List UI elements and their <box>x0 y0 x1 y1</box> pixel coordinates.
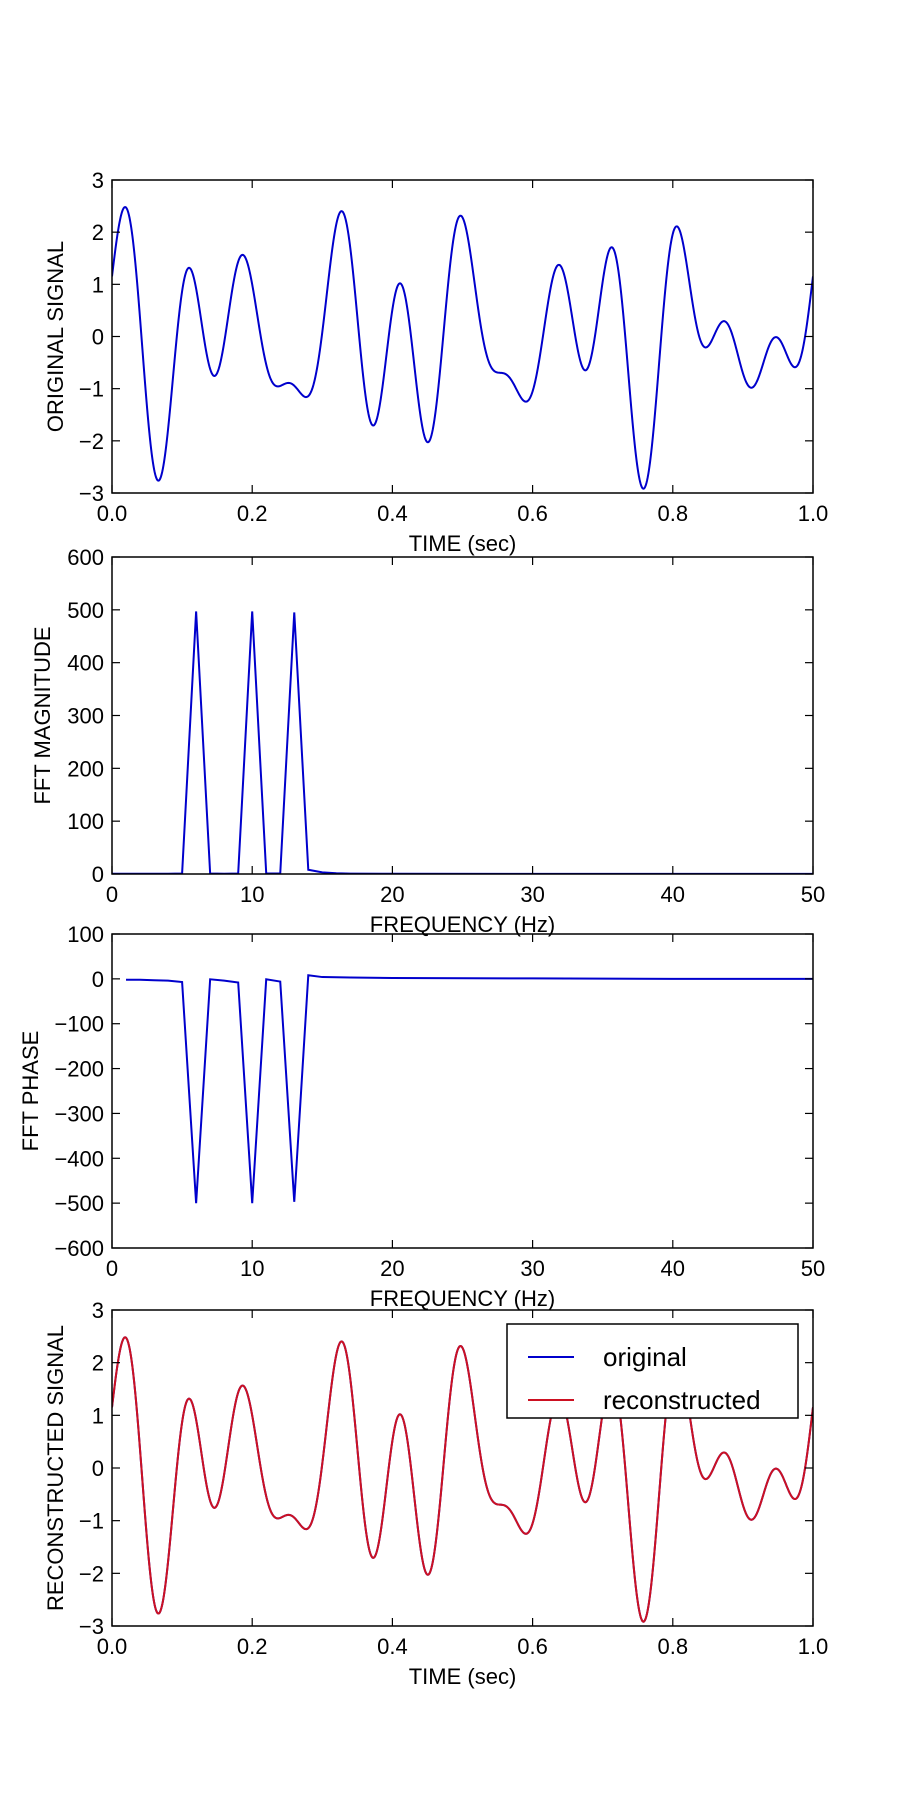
x-tick-label: 0.6 <box>517 1634 548 1659</box>
x-tick-label: 50 <box>801 882 825 907</box>
series-line-reconstructed <box>112 1336 813 1623</box>
x-tick-label: 0.6 <box>517 501 548 526</box>
x-tick-label: 0.0 <box>97 1634 128 1659</box>
x-tick-label: 40 <box>661 882 685 907</box>
y-axis-label: ORIGINAL SIGNAL <box>43 241 68 432</box>
x-axis-label: TIME (sec) <box>409 531 517 556</box>
legend-box <box>506 1323 799 1419</box>
x-tick-label: 20 <box>380 882 404 907</box>
y-tick-label: −2 <box>79 429 104 454</box>
x-tick-label: 0.2 <box>237 1634 268 1659</box>
y-tick-label: 0 <box>92 862 104 887</box>
y-tick-label: 1 <box>92 1403 104 1428</box>
legend-label-reconstructed: reconstructed <box>603 1385 761 1415</box>
y-tick-label: −200 <box>54 1057 104 1082</box>
y-axis-label: FFT MAGNITUDE <box>30 626 55 804</box>
x-tick-label: 40 <box>661 1256 685 1281</box>
x-tick-label: 10 <box>240 1256 264 1281</box>
x-axis-label: FREQUENCY (Hz) <box>370 912 555 937</box>
chart-original-signal: 0.0 0.2 0.4 0.6 0.8 1.0 −3 −2 −1 0 1 2 3 TIME (sec) OR… <box>43 168 828 556</box>
y-tick-label: 300 <box>67 704 104 729</box>
axes-frame <box>111 556 814 875</box>
y-tick-label: 600 <box>67 545 104 570</box>
y-tick-label: 0 <box>92 967 104 992</box>
series-line-original <box>112 206 813 490</box>
x-tick-label: 30 <box>520 882 544 907</box>
y-tick-label: 400 <box>67 651 104 676</box>
y-tick-label: −1 <box>79 377 104 402</box>
y-axis-label: FFT PHASE <box>18 1031 43 1152</box>
y-tick-label: 3 <box>92 168 104 193</box>
y-tick-label: 0 <box>92 1456 104 1481</box>
x-tick-label: 20 <box>380 1256 404 1281</box>
x-tick-label: 0.0 <box>97 501 128 526</box>
x-tick-label: 10 <box>240 882 264 907</box>
chart-fft-magnitude: 0 10 20 30 40 500100200300400500600FREQUENCY … <box>30 545 825 937</box>
y-tick-label: 1 <box>92 272 104 297</box>
y-tick-label: 200 <box>67 756 104 781</box>
x-tick-label: 0.4 <box>377 501 408 526</box>
y-tick-label: −500 <box>54 1191 104 1216</box>
y-tick-label: 2 <box>92 1351 104 1376</box>
x-axis-label: FREQUENCY (Hz) <box>370 1286 555 1311</box>
x-tick-label: 0 <box>106 882 118 907</box>
y-axis-label: RECONSTRUCTED SIGNAL <box>43 1325 68 1611</box>
y-tick-label: −100 <box>54 1012 104 1037</box>
y-tick-label: −300 <box>54 1101 104 1126</box>
x-tick-label: 1.0 <box>798 1634 829 1659</box>
y-tick-label: −3 <box>79 481 104 506</box>
y-tick-label: 3 <box>92 1298 104 1323</box>
y-tick-label: 500 <box>67 598 104 623</box>
series-line-magnitude <box>112 611 813 874</box>
axes-frame <box>111 933 814 1249</box>
y-tick-label: −1 <box>79 1509 104 1534</box>
y-tick-label: 100 <box>67 809 104 834</box>
y-tick-label: 100 <box>67 922 104 947</box>
y-tick-label: −400 <box>54 1146 104 1171</box>
y-tick-label: −2 <box>79 1561 104 1586</box>
chart-fft-phase: 0 10 20 30 40 50 −600 −500 −400 −300 −200 −100 0 100 F… <box>18 922 825 1311</box>
chart-reconstructed-signal: 0.0 0.2 0.4 0.6 0.8 1.0 −3 −2 −1 0 1 2 3 TIME (sec) RE… <box>43 1298 828 1689</box>
x-tick-label: 0.2 <box>237 501 268 526</box>
x-tick-label: 1.0 <box>798 501 829 526</box>
legend: original reconstructed <box>506 1323 799 1419</box>
x-tick-label: 0.8 <box>658 1634 689 1659</box>
y-tick-label: 0 <box>92 325 104 350</box>
y-tick-label: −600 <box>54 1236 104 1261</box>
x-tick-label: 50 <box>801 1256 825 1281</box>
x-tick-label: 0.4 <box>377 1634 408 1659</box>
legend-label-original: original <box>603 1342 687 1372</box>
y-tick-label: 2 <box>92 220 104 245</box>
axes-frame <box>111 179 814 494</box>
x-tick-label: 0.8 <box>658 501 689 526</box>
x-tick-label: 0 <box>106 1256 118 1281</box>
y-tick-label: −3 <box>79 1614 104 1639</box>
x-tick-label: 30 <box>520 1256 544 1281</box>
series-line-phase <box>126 974 813 1204</box>
x-axis-label: TIME (sec) <box>409 1664 517 1689</box>
